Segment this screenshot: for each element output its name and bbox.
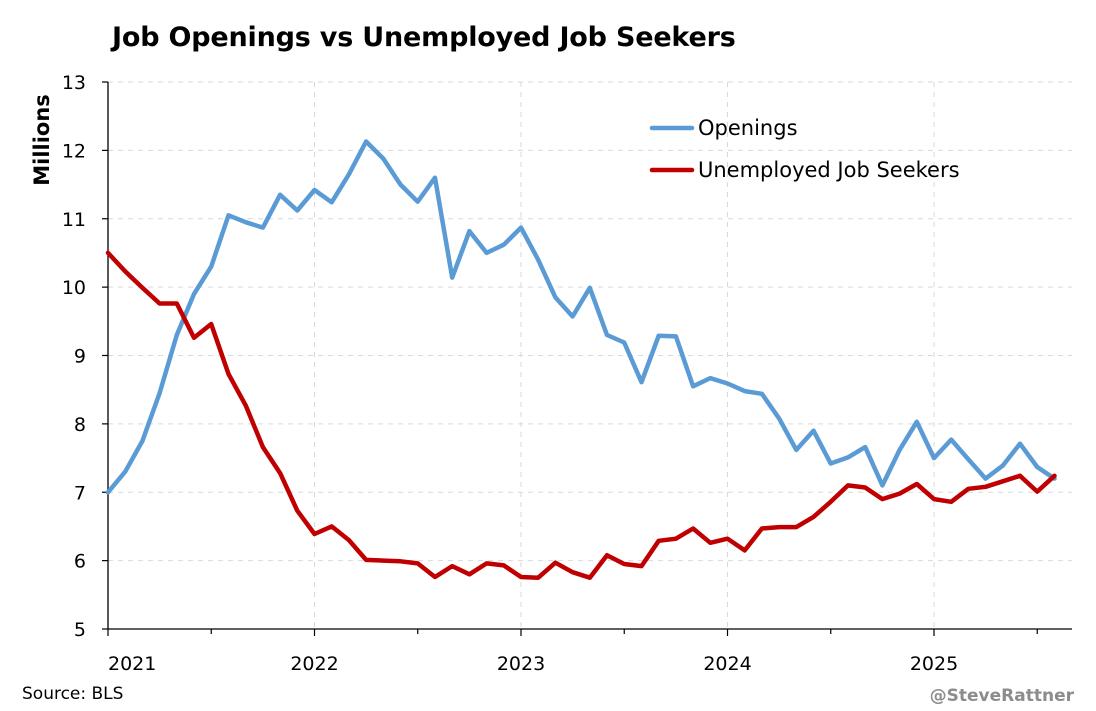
series-line-unemployed-job-seekers <box>105 250 1057 580</box>
y-tick-label: 11 <box>62 209 86 231</box>
x-tick-label: 2023 <box>497 653 545 675</box>
axes: 5 6 7 8 9 10 11 12 13 2021 2022 2023 2024 2025 <box>62 72 1072 675</box>
y-axis-label: Millions <box>30 94 54 186</box>
y-tick-label: 5 <box>74 619 86 641</box>
y-tick-label: 6 <box>74 551 86 573</box>
y-tick-label: 8 <box>74 414 86 436</box>
chart-title: Job Openings vs Unemployed Job Seekers <box>112 22 736 53</box>
legend-label-unemployed-job-seekers: Unemployed Job Seekers <box>698 158 960 182</box>
series-layer <box>105 139 1057 580</box>
x-tick-label: 2024 <box>703 653 751 675</box>
x-tick-label: 2025 <box>910 653 958 675</box>
y-tick-label: 12 <box>62 140 86 162</box>
x-tick-label: 2021 <box>108 653 156 675</box>
x-tick-label: 2022 <box>290 653 338 675</box>
legend-label-openings: Openings <box>698 116 798 140</box>
credit-handle: @SteveRattner <box>929 686 1074 706</box>
y-tick-label: 13 <box>62 72 86 94</box>
y-tick-label: 9 <box>74 346 86 368</box>
gridlines <box>108 81 1072 629</box>
legend: Openings Unemployed Job Seekers <box>649 116 960 182</box>
source-note: Source: BLS <box>22 684 124 704</box>
y-tick-label: 7 <box>74 482 86 504</box>
series-line-openings <box>105 139 1057 495</box>
y-tick-label: 10 <box>62 277 86 299</box>
